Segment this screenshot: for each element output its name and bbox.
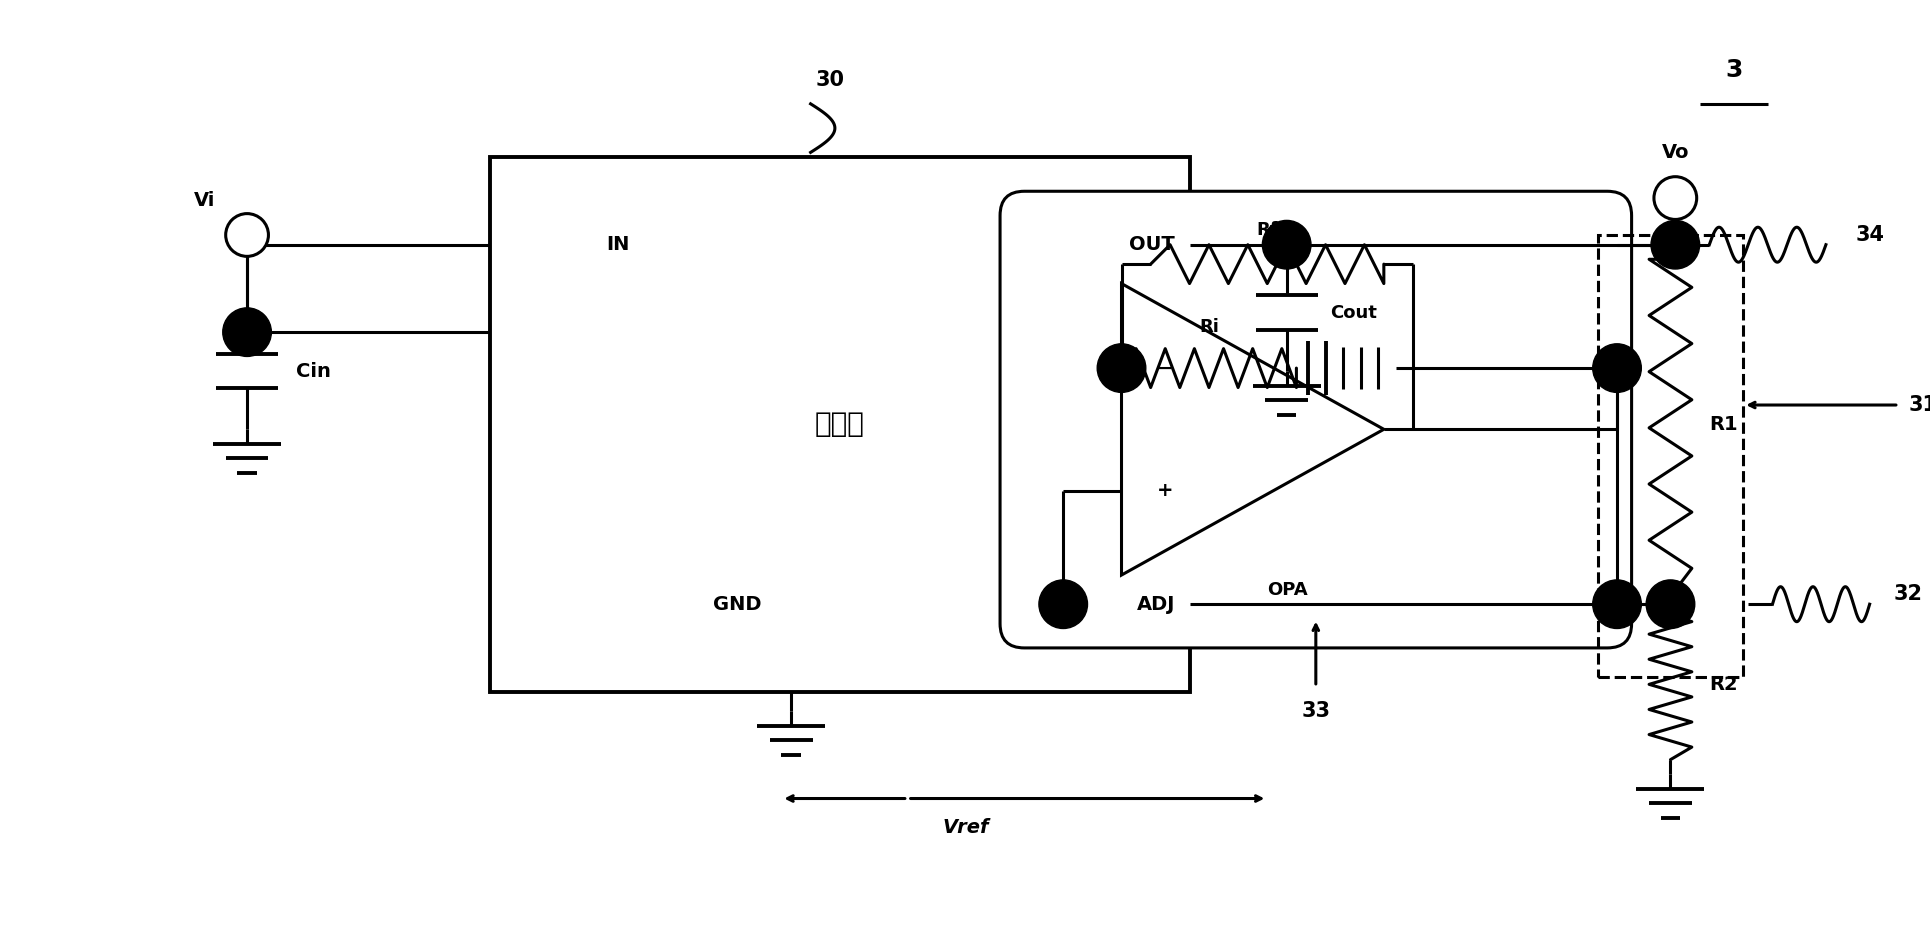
Circle shape	[226, 213, 268, 256]
Text: 3: 3	[1723, 58, 1741, 82]
Circle shape	[1096, 344, 1144, 392]
Bar	[490, 157, 1189, 692]
Circle shape	[1592, 580, 1640, 629]
Text: Vo: Vo	[1660, 143, 1689, 162]
Text: Cout: Cout	[1330, 303, 1376, 321]
Text: −: −	[1156, 358, 1173, 377]
Text: 33: 33	[1301, 702, 1330, 721]
Circle shape	[1650, 221, 1698, 269]
Circle shape	[1644, 580, 1695, 629]
Text: Cin: Cin	[295, 361, 330, 380]
Text: R1: R1	[1708, 415, 1737, 434]
Text: 34: 34	[1855, 225, 1884, 245]
Text: +: +	[1156, 481, 1173, 500]
Circle shape	[222, 308, 272, 356]
Bar	[1596, 235, 1743, 677]
Circle shape	[1654, 176, 1696, 219]
Text: 30: 30	[814, 69, 843, 89]
Text: R2: R2	[1708, 675, 1737, 694]
Circle shape	[1038, 580, 1087, 629]
Text: Vi: Vi	[193, 191, 214, 210]
Text: IN: IN	[606, 235, 629, 254]
Text: 稳压器: 稳压器	[814, 410, 865, 438]
FancyBboxPatch shape	[1000, 191, 1631, 647]
Text: Vref: Vref	[942, 818, 988, 837]
Text: 32: 32	[1893, 585, 1922, 605]
Circle shape	[1262, 221, 1310, 269]
Text: ADJ: ADJ	[1137, 594, 1173, 613]
Text: OUT: OUT	[1129, 235, 1173, 254]
Text: Rf: Rf	[1256, 221, 1278, 239]
Text: 31: 31	[1907, 395, 1930, 415]
Text: OPA: OPA	[1266, 580, 1307, 598]
Text: GND: GND	[712, 594, 762, 613]
Circle shape	[1592, 344, 1640, 392]
Text: Ri: Ri	[1199, 319, 1218, 337]
